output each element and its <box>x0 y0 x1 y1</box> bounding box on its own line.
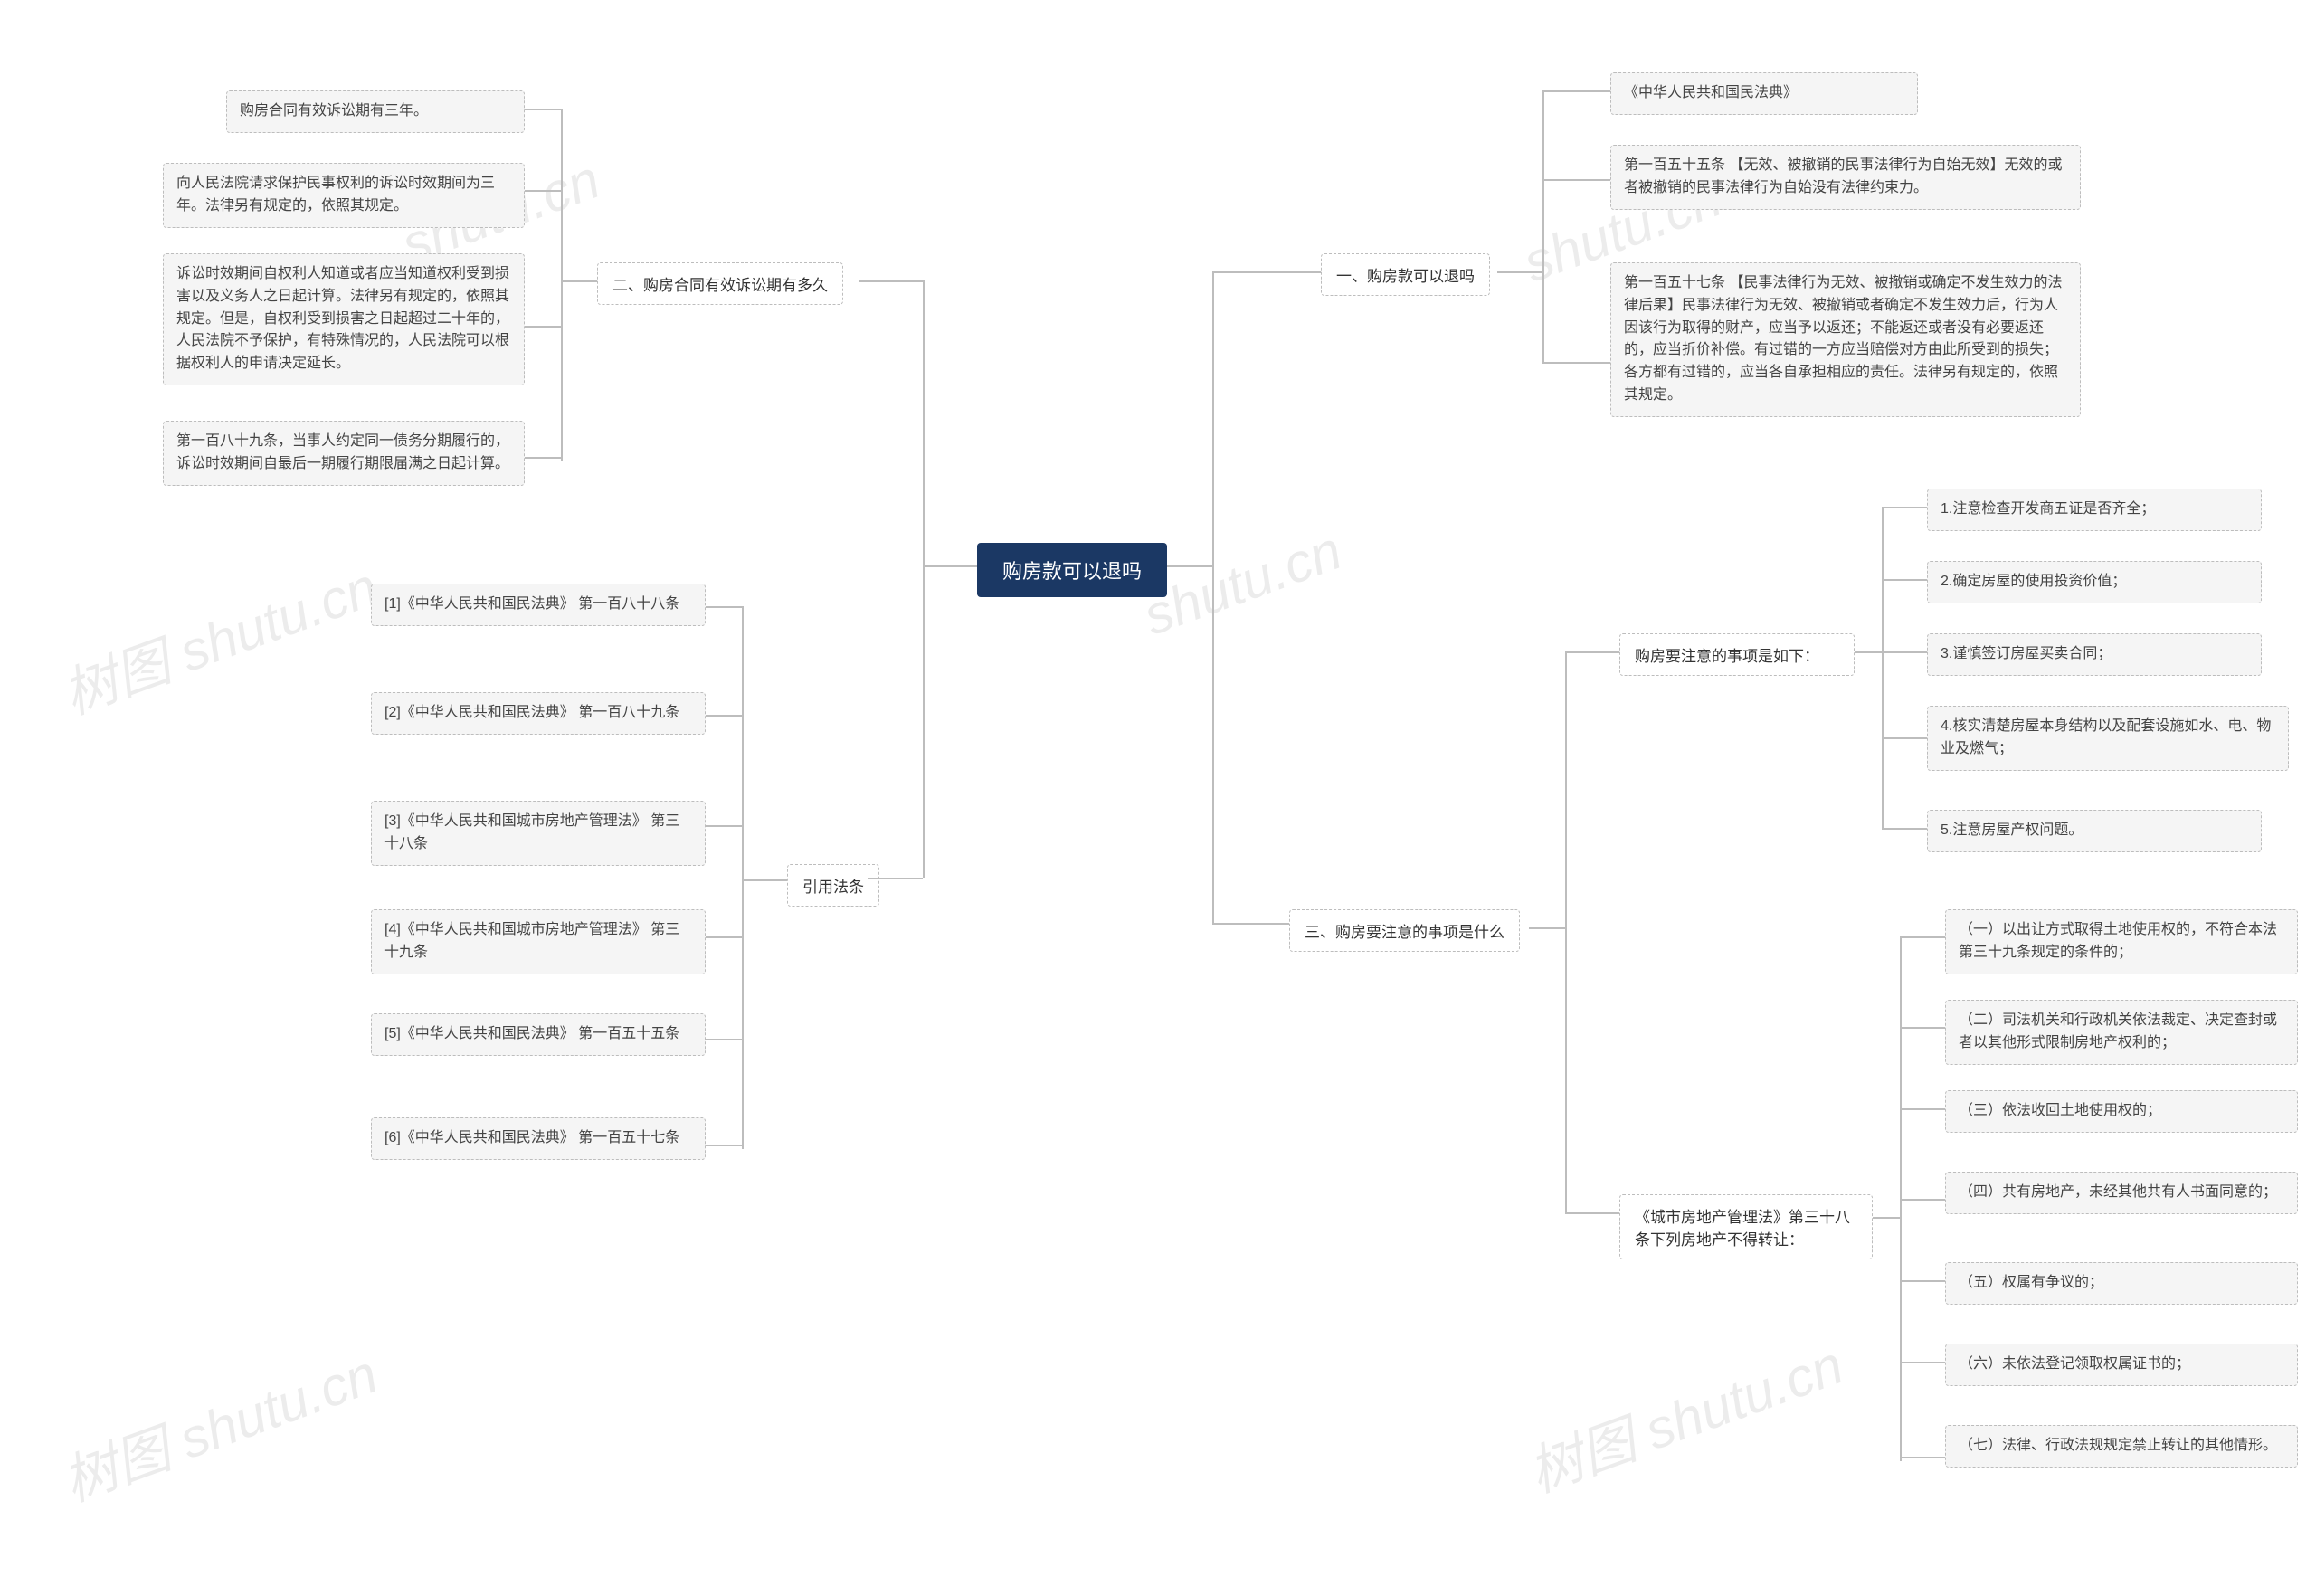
connector <box>706 715 742 717</box>
connector <box>1900 1108 1945 1110</box>
connector <box>525 326 561 328</box>
leaf-l2-3: [3]《中华人民共和国城市房地产管理法》 第三十八条 <box>371 801 706 866</box>
leaf-l2-6: [6]《中华人民共和国民法典》 第一百五十七条 <box>371 1117 706 1160</box>
leaf-r2-2-5: （五）权属有争议的； <box>1945 1262 2298 1305</box>
leaf-l1-1: 购房合同有效诉讼期有三年。 <box>226 90 525 133</box>
branch-right-2: 三、购房要注意的事项是什么 <box>1289 909 1520 952</box>
branch-left-1: 二、购房合同有效诉讼期有多久 <box>597 262 843 305</box>
connector <box>561 109 563 461</box>
connector <box>1212 271 1214 923</box>
leaf-r2-2-2: （二）司法机关和行政机关依法裁定、决定查封或者以其他形式限制房地产权利的； <box>1945 1000 2298 1065</box>
connector <box>525 109 561 110</box>
branch-right-2-1: 购房要注意的事项是如下： <box>1619 633 1855 676</box>
leaf-r2-2-7: （七）法律、行政法规规定禁止转让的其他情形。 <box>1945 1425 2298 1468</box>
connector <box>1900 1027 1945 1029</box>
connector <box>1212 923 1289 925</box>
leaf-r1-2: 第一百五十五条 【无效、被撤销的民事法律行为自始无效】无效的或者被撤销的民事法律… <box>1610 145 2081 210</box>
watermark: 树图 shutu.cn <box>1516 1321 1852 1507</box>
watermark: 树图 shutu.cn <box>51 543 386 729</box>
connector <box>1212 271 1321 273</box>
connector <box>525 457 561 459</box>
leaf-l1-4: 第一百八十九条，当事人约定同一债务分期履行的，诉讼时效期间自最后一期履行期限届满… <box>163 421 525 486</box>
branch-right-1: 一、购房款可以退吗 <box>1321 253 1490 296</box>
connector <box>525 190 561 192</box>
connector <box>706 1039 742 1040</box>
leaf-r2-2-6: （六）未依法登记领取权属证书的； <box>1945 1344 2298 1386</box>
connector <box>706 606 742 608</box>
connector <box>1882 579 1927 581</box>
branch-right-2-2: 《城市房地产管理法》第三十八条下列房地产不得转让： <box>1619 1194 1873 1259</box>
connector <box>1167 565 1212 567</box>
watermark: 树图 shutu.cn <box>51 1330 386 1516</box>
connector <box>1882 737 1927 739</box>
connector <box>1900 1362 1945 1363</box>
leaf-r2-1-2: 2.确定房屋的使用投资价值； <box>1927 561 2262 603</box>
connector <box>1882 651 1927 653</box>
leaf-l1-2: 向人民法院请求保护民事权利的诉讼时效期间为三年。法律另有规定的，依照其规定。 <box>163 163 525 228</box>
leaf-l2-2: [2]《中华人民共和国民法典》 第一百八十九条 <box>371 692 706 735</box>
connector <box>706 1145 742 1146</box>
connector <box>1900 936 1945 938</box>
connector <box>859 280 923 282</box>
mindmap-canvas: { "center": { "label": "购房款可以退吗", "bg": … <box>0 0 2316 1596</box>
leaf-l1-3: 诉讼时效期间自权利人知道或者应当知道权利受到损害以及义务人之日起计算。法律另有规… <box>163 253 525 385</box>
leaf-r2-1-5: 5.注意房屋产权问题。 <box>1927 810 2262 852</box>
connector <box>1565 1212 1619 1214</box>
leaf-r2-1-3: 3.谨慎签订房屋买卖合同； <box>1927 633 2262 676</box>
connector <box>1855 651 1882 653</box>
connector <box>1900 1457 1945 1458</box>
leaf-r2-2-1: （一）以出让方式取得土地使用权的，不符合本法第三十九条规定的条件的； <box>1945 909 2298 974</box>
leaf-l2-1: [1]《中华人民共和国民法典》 第一百八十八条 <box>371 584 706 626</box>
connector <box>1900 1280 1945 1282</box>
connector <box>1882 507 1927 508</box>
connector <box>1565 651 1619 653</box>
connector <box>1542 362 1610 364</box>
connector <box>561 280 597 282</box>
connector <box>868 878 923 879</box>
connector <box>1882 507 1884 828</box>
leaf-r2-2-4: （四）共有房地产，未经其他共有人书面同意的； <box>1945 1172 2298 1214</box>
leaf-r2-2-3: （三）依法收回土地使用权的； <box>1945 1090 2298 1133</box>
connector <box>923 565 977 567</box>
connector <box>706 936 742 938</box>
leaf-r2-1-4: 4.核实清楚房屋本身结构以及配套设施如水、电、物业及燃气； <box>1927 706 2289 771</box>
leaf-l2-4: [4]《中华人民共和国城市房地产管理法》 第三十九条 <box>371 909 706 974</box>
leaf-r2-1-1: 1.注意检查开发商五证是否齐全； <box>1927 489 2262 531</box>
connector <box>742 879 787 881</box>
leaf-r1-3: 第一百五十七条 【民事法律行为无效、被撤销或确定不发生效力的法律后果】民事法律行… <box>1610 262 2081 417</box>
connector <box>1542 90 1544 362</box>
connector <box>742 606 744 1149</box>
connector <box>1565 651 1567 1212</box>
connector <box>1542 179 1610 181</box>
watermark: shutu.cn <box>1135 518 1350 647</box>
leaf-r1-1: 《中华人民共和国民法典》 <box>1610 72 1918 115</box>
connector <box>1529 927 1565 929</box>
branch-left-2: 引用法条 <box>787 864 879 907</box>
connector <box>706 825 742 827</box>
connector <box>923 280 925 878</box>
connector <box>1882 828 1927 830</box>
connector <box>1873 1217 1900 1219</box>
connector <box>1497 271 1542 273</box>
leaf-l2-5: [5]《中华人民共和国民法典》 第一百五十五条 <box>371 1013 706 1056</box>
center-node: 购房款可以退吗 <box>977 543 1167 597</box>
connector <box>1900 1199 1945 1201</box>
connector <box>1542 90 1610 92</box>
